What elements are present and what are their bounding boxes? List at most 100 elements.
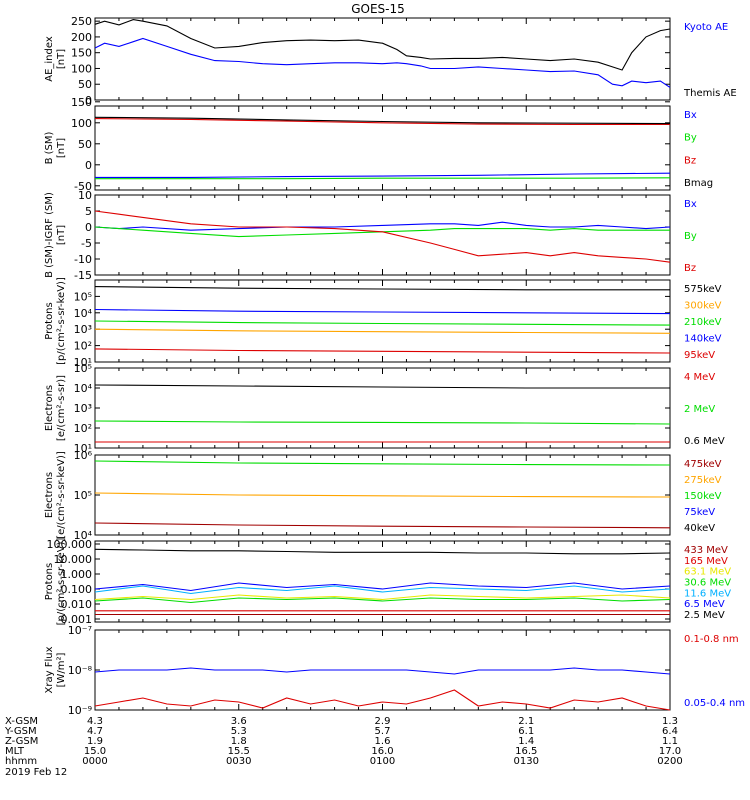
y-tick-label: 50 <box>78 78 92 91</box>
y-axis-unit: [e/(cm²-s-sr)] <box>56 375 67 441</box>
y-axis-label: AE_index <box>44 36 55 82</box>
y-tick-label: 0 <box>85 221 92 234</box>
axis-table-value: 3.6 <box>231 716 247 727</box>
legend-entry: 11.6 MeV <box>684 588 731 599</box>
y-tick-label: 10⁴ <box>74 529 93 542</box>
series-line-475kev <box>94 522 671 529</box>
legend-entry: 2.5 MeV <box>684 610 725 621</box>
y-tick-label: 10² <box>74 422 92 435</box>
legend-entry: By <box>684 133 697 144</box>
axis-row-label: 2019 Feb 12 <box>5 767 67 778</box>
y-tick-label: 10⁻⁸ <box>68 664 93 677</box>
axis-table-value: 16.0 <box>371 746 393 757</box>
y-tick-label: 100 <box>71 62 92 75</box>
axis-table-value: 5.3 <box>231 726 247 737</box>
axis-table-value: 1.1 <box>662 736 678 747</box>
axis-table-value: 16.5 <box>515 746 537 757</box>
axis-table-value: 0130 <box>514 756 539 767</box>
panel-electrons1: 10⁵ 10⁴ 10³ 10² 10¹ Electrons [e/(cm²-s-sr)] 4 … <box>44 362 725 455</box>
legend-entry: 165 MeV <box>684 556 728 567</box>
axis-table-value: 0100 <box>370 756 395 767</box>
series-line-bz <box>94 118 670 126</box>
legend-entry: 433 MeV <box>684 545 728 556</box>
y-axis-label: Electrons <box>44 385 55 431</box>
y-tick-label: 150 <box>71 47 92 60</box>
legend-entry: 0.1-0.8 nm <box>684 634 739 645</box>
axis-table-value: 2.1 <box>518 716 534 727</box>
series-line-30-6-mev <box>94 597 671 604</box>
series-line-300kev <box>94 328 671 334</box>
panel-frame <box>94 17 671 101</box>
series-line-0-1-0-8-nm <box>94 689 671 711</box>
series-line-by <box>94 226 670 238</box>
y-tick-label: 100 <box>71 117 92 130</box>
axis-table-value: 1.3 <box>662 716 678 727</box>
y-axis-unit: [p/(cm²-s-sr-keV)] <box>56 277 67 365</box>
axis-table-value: 4.3 <box>87 716 103 727</box>
y-tick-label: 10² <box>74 340 92 353</box>
series-line-95kev <box>94 348 671 354</box>
y-tick-label: -50 <box>74 180 92 193</box>
y-tick-label: 10⁵ <box>74 290 92 303</box>
y-tick-label: 10³ <box>74 402 92 415</box>
series-line-by <box>95 177 671 180</box>
y-tick-label: 10.000 <box>54 553 93 566</box>
series-line-bx <box>94 221 671 231</box>
series-line-2-mev <box>94 420 671 425</box>
legend-entry: By <box>684 231 697 242</box>
y-tick-label: 10⁴ <box>74 382 93 395</box>
axis-row-label: Y-GSM <box>4 726 37 737</box>
y-tick-label: 0.001 <box>61 613 93 626</box>
series-line-0-05-0-4-nm <box>94 667 671 675</box>
axis-row-label: MLT <box>5 746 25 757</box>
legend-entry: 4 MeV <box>684 372 715 383</box>
axis-table-value: 5.7 <box>375 726 391 737</box>
panel-protons1: 10⁵ 10⁴ 10³ 10² 10¹ Protons [p/(cm²-s-sr-keV)]… <box>44 277 722 369</box>
legend-entry: 575keV <box>684 284 722 295</box>
axis-table-value: 0030 <box>226 756 251 767</box>
legend-entry: 275keV <box>684 475 722 486</box>
y-tick-label: 150 <box>71 96 92 109</box>
series-line-275kev <box>94 492 671 498</box>
y-tick-label: 10⁴ <box>74 307 93 320</box>
axis-table-value: 1.6 <box>375 736 391 747</box>
y-tick-label: 10¹ <box>74 356 92 369</box>
legend-entry: 75keV <box>684 507 715 518</box>
y-axis-unit: [W/m²] <box>56 652 67 687</box>
y-tick-label: 10⁵ <box>74 489 92 502</box>
series-line-11-6-mev <box>94 585 671 595</box>
y-tick-label: 0 <box>85 159 92 172</box>
series-line-6-5-mev <box>94 582 671 592</box>
y-tick-label: 250 <box>71 15 92 28</box>
axis-table-value: 15.0 <box>84 746 106 757</box>
panel-protons2: 100.000 10.000 1.000 0.100 0.010 0.001 Protons… <box>44 538 731 626</box>
y-tick-label: 10 <box>78 189 92 202</box>
legend-entry: 63.1 MeV <box>684 567 731 578</box>
y-axis-unit: [nT] <box>56 225 67 245</box>
legend-entry: 6.5 MeV <box>684 599 725 610</box>
panel-frame <box>94 367 671 449</box>
y-tick-label: 10⁵ <box>74 362 92 375</box>
panel-frame <box>94 540 671 623</box>
y-tick-label: 0.010 <box>61 598 93 611</box>
legend-entry: 210keV <box>684 317 722 328</box>
y-tick-label: 0.100 <box>61 583 93 596</box>
y-axis-unit: [p/(cm²-s-sr-keV)] <box>56 538 67 626</box>
series-line-140kev <box>94 308 671 315</box>
axis-table-value: 17.0 <box>659 746 681 757</box>
legend-entry: 2 MeV <box>684 404 715 415</box>
y-tick-label: -15 <box>74 269 92 282</box>
y-axis-label: Protons <box>44 563 55 600</box>
figure-title: GOES-15 <box>351 2 405 16</box>
series-line-63-1-mev <box>94 594 671 601</box>
y-axis-label: B (SM)-IGRF (SM) <box>44 192 55 278</box>
axis-table-value: 1.4 <box>518 736 534 747</box>
y-axis-label: Electrons <box>44 472 55 518</box>
y-tick-label: 10⁶ <box>74 449 93 462</box>
y-tick-label: 10³ <box>74 323 92 336</box>
y-tick-label: 5 <box>85 205 92 218</box>
axis-table-value: 0000 <box>82 756 107 767</box>
